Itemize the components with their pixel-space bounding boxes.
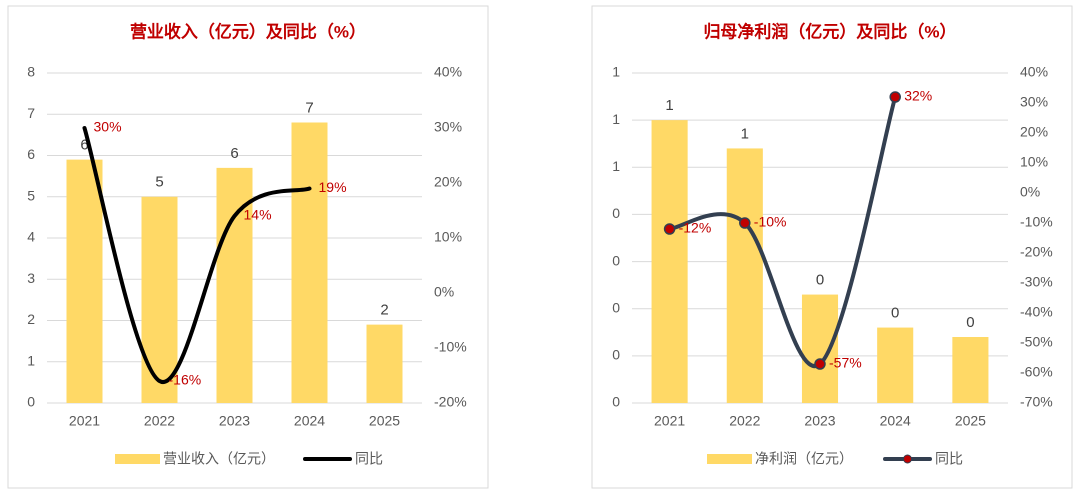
bar-value-label: 7	[305, 99, 313, 116]
line-marker	[739, 217, 751, 229]
y-tick-label: 0	[612, 205, 620, 221]
y2-tick-label: -50%	[1020, 334, 1053, 350]
panel-border	[591, 5, 1073, 489]
y-tick-label: 0	[612, 252, 620, 268]
y-tick-label: 7	[27, 105, 35, 121]
legend-swatch	[707, 454, 752, 464]
y-tick-label: 1	[27, 352, 35, 368]
legend-label: 净利润（亿元）	[755, 451, 853, 467]
chart-title: 归母净利润（亿元）及同比（%）	[703, 21, 956, 41]
bar-value-label: 6	[80, 137, 88, 154]
line-value-label: 32%	[904, 88, 932, 104]
y2-tick-label: 0%	[434, 284, 454, 300]
bar-value-label: 0	[816, 272, 824, 289]
line-value-label: 14%	[244, 207, 272, 223]
y2-tick-label: -20%	[1020, 244, 1053, 260]
y-tick-label: 1	[612, 64, 620, 80]
bar-value-label: 5	[155, 174, 163, 191]
chart-title: 营业收入（亿元）及同比（%）	[130, 21, 366, 41]
line-marker	[663, 223, 676, 235]
x-tick-label: 2021	[654, 413, 685, 429]
y-tick-label: 0	[27, 394, 35, 410]
bar	[801, 294, 839, 403]
y2-tick-label: 30%	[1020, 94, 1048, 110]
bar	[291, 122, 328, 403]
bar-value-label: 1	[741, 125, 749, 142]
bar	[877, 327, 914, 403]
y2-tick-label: 10%	[434, 229, 462, 245]
legend-label: 同比	[355, 451, 383, 467]
bar-value-label: 0	[966, 314, 974, 331]
x-tick-label: 2022	[729, 413, 760, 429]
x-tick-label: 2022	[144, 413, 175, 429]
y2-tick-label: 10%	[1020, 154, 1048, 170]
y2-tick-label: 0%	[1020, 184, 1040, 200]
y-tick-label: 0	[612, 299, 620, 315]
y2-tick-label: -60%	[1020, 364, 1053, 380]
legend-label: 同比	[935, 451, 963, 467]
bar	[141, 196, 178, 403]
y-tick-label: 1	[612, 111, 620, 127]
y-tick-label: 8	[27, 64, 35, 80]
y2-tick-label: -40%	[1020, 304, 1053, 320]
bar-value-label: 0	[891, 305, 899, 322]
bar-value-label: 2	[380, 302, 388, 319]
bar	[366, 324, 403, 403]
y2-tick-label: 20%	[434, 174, 462, 190]
line-value-label: -16%	[169, 372, 202, 388]
x-tick-label: 2021	[69, 413, 100, 429]
line-value-label: 19%	[319, 179, 347, 195]
legend-marker	[903, 454, 912, 464]
bar	[726, 148, 763, 403]
bar-value-label: 6	[230, 145, 238, 162]
x-tick-label: 2024	[294, 413, 325, 429]
line	[82, 126, 312, 384]
line	[667, 95, 898, 369]
y2-tick-label: 20%	[1020, 124, 1048, 140]
y2-tick-label: 40%	[434, 64, 462, 80]
x-tick-label: 2023	[219, 413, 250, 429]
y2-tick-label: -70%	[1020, 394, 1053, 410]
line-marker	[814, 358, 826, 370]
y2-tick-label: 30%	[434, 119, 462, 135]
y-tick-label: 0	[612, 394, 620, 410]
y2-tick-label: 40%	[1020, 64, 1048, 80]
bar	[651, 120, 688, 404]
bar	[66, 159, 103, 403]
y2-tick-label: -30%	[1020, 274, 1053, 290]
bar	[216, 167, 253, 403]
legend-label: 营业收入（亿元）	[163, 451, 275, 467]
line-value-label: -12%	[679, 220, 712, 236]
legend-swatch	[115, 454, 160, 464]
y2-tick-label: -10%	[434, 339, 467, 355]
panel-border	[7, 5, 489, 489]
y2-tick-label: -20%	[434, 394, 467, 410]
y-tick-label: 5	[27, 187, 35, 203]
line-marker	[889, 91, 901, 103]
line-value-label: 30%	[94, 119, 122, 135]
y-tick-label: 1	[612, 158, 620, 174]
y-tick-label: 4	[27, 229, 35, 245]
y-tick-label: 6	[27, 146, 35, 162]
y-tick-label: 3	[27, 270, 35, 286]
x-tick-label: 2025	[369, 413, 400, 429]
line-value-label: -57%	[829, 355, 862, 371]
bar	[952, 337, 989, 403]
x-tick-label: 2023	[804, 413, 835, 429]
x-tick-label: 2025	[955, 413, 986, 429]
x-tick-label: 2024	[880, 413, 911, 429]
bar-value-label: 1	[665, 97, 673, 114]
y2-tick-label: -10%	[1020, 214, 1053, 230]
y-tick-label: 0	[612, 347, 620, 363]
y-tick-label: 2	[27, 311, 35, 327]
line-value-label: -10%	[754, 214, 787, 230]
